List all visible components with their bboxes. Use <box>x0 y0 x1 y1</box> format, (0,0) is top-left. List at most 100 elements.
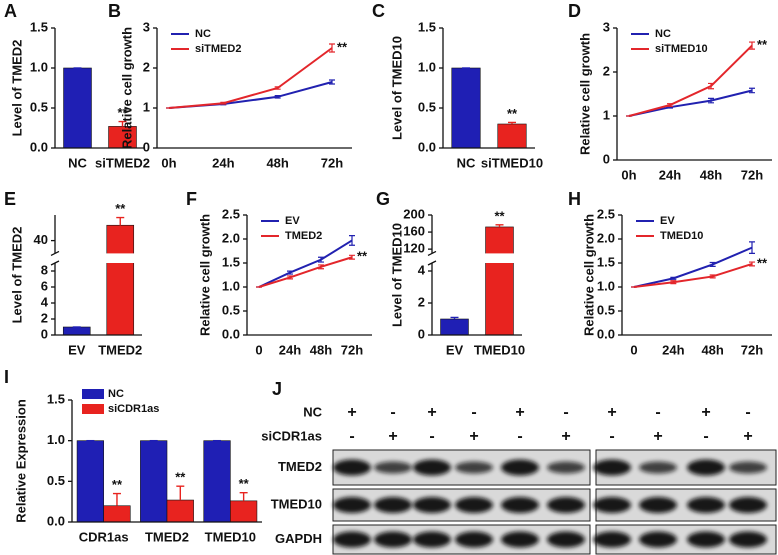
bar <box>76 440 104 523</box>
band <box>455 461 493 474</box>
y-axis-label: Relative cell growth <box>197 214 212 336</box>
y-axis-label: Relative Expression <box>13 399 28 523</box>
significance: ** <box>115 201 126 216</box>
band <box>729 461 767 474</box>
x-tick-label: 0 <box>255 342 262 357</box>
y-tick-label: 2.5 <box>597 206 615 221</box>
band <box>501 531 539 548</box>
panel-letter: G <box>376 189 390 209</box>
y-tick-label: 0.5 <box>418 99 436 114</box>
band <box>333 459 371 476</box>
band <box>333 531 371 548</box>
y-tick-label: 0.5 <box>597 302 615 317</box>
legend-label: NC <box>195 28 211 40</box>
treatment-mark: + <box>653 428 662 445</box>
y-tick-label: 4 <box>41 294 49 309</box>
y-tick-label: 0.0 <box>222 326 240 341</box>
error-bar <box>749 87 755 94</box>
bar <box>63 67 92 149</box>
treatment-mark: - <box>390 404 395 421</box>
legend-label: TMED2 <box>285 230 322 242</box>
legend-label: EV <box>285 215 300 227</box>
treatment-mark: + <box>427 404 436 421</box>
x-tick-label: CDR1as <box>79 529 129 544</box>
treatment-mark: + <box>515 404 524 421</box>
band <box>639 531 677 548</box>
significance: ** <box>337 39 348 54</box>
x-tick-label: 24h <box>212 155 234 170</box>
error-bar <box>749 241 755 254</box>
error-bar <box>287 275 293 280</box>
panel-letter: J <box>272 379 282 399</box>
y-tick-label: 120 <box>403 241 425 256</box>
error-bar <box>670 280 677 285</box>
y-tick-label: 1 <box>603 107 610 122</box>
error-bar <box>318 264 324 270</box>
x-tick-label: 48h <box>310 342 332 357</box>
treatment-mark: + <box>388 428 397 445</box>
band-label: TMED10 <box>271 496 322 511</box>
x-tick-label: TMED10 <box>205 529 256 544</box>
y-tick-label: 1.0 <box>222 278 240 293</box>
bar <box>451 67 481 149</box>
x-tick-label: 24h <box>659 167 681 182</box>
y-tick-label: 0.0 <box>47 513 65 528</box>
bar <box>140 440 168 523</box>
band <box>413 459 451 476</box>
y-tick-label: 0.5 <box>222 302 240 317</box>
y-tick-label: 2 <box>418 294 425 309</box>
bar <box>485 226 514 336</box>
y-tick-label: 0.5 <box>30 99 48 114</box>
x-tick-label: 72h <box>741 167 763 182</box>
error-bar <box>220 101 227 105</box>
x-tick-label: siTMED10 <box>481 155 543 170</box>
y-tick-label: 4 <box>418 262 426 277</box>
error-bar <box>116 216 125 226</box>
error-bar <box>176 485 185 501</box>
band <box>501 497 539 513</box>
y-tick-label: 3 <box>603 19 610 34</box>
x-tick-label: 0 <box>630 342 637 357</box>
y-tick-label: 1.0 <box>597 278 615 293</box>
legend-label: siTMED10 <box>655 43 708 55</box>
y-tick-label: 2.0 <box>222 230 240 245</box>
error-bar <box>239 492 248 501</box>
break-mark <box>427 250 437 266</box>
error-bar <box>450 316 459 319</box>
significance: ** <box>757 255 768 270</box>
axis-break <box>424 253 524 263</box>
x-tick-label: EV <box>68 342 86 357</box>
band <box>593 531 631 548</box>
treatment-mark: - <box>471 404 476 421</box>
significance: ** <box>112 477 123 492</box>
band <box>333 497 371 513</box>
legend-label: NC <box>655 28 671 40</box>
band <box>639 497 677 513</box>
significance: ** <box>507 106 518 121</box>
y-tick-label: 2 <box>603 63 610 78</box>
x-tick-label: 0h <box>161 155 176 170</box>
y-axis-label: Relative cell growth <box>581 214 596 336</box>
y-axis-label: Level of TMED2 <box>9 40 24 137</box>
band <box>501 459 539 476</box>
x-tick-label: TMED10 <box>474 342 525 357</box>
treatment-mark: + <box>469 428 478 445</box>
y-tick-label: 1.0 <box>30 59 48 74</box>
band <box>729 497 767 513</box>
y-tick-label: 1.0 <box>47 432 65 447</box>
y-tick-label: 0 <box>143 139 150 154</box>
treatment-mark: + <box>607 404 616 421</box>
band <box>547 531 585 548</box>
y-tick-label: 8 <box>41 262 48 277</box>
y-tick-label: 1.5 <box>222 254 240 269</box>
treatment-mark: + <box>561 428 570 445</box>
legend-label: EV <box>660 215 675 227</box>
panel-letter: D <box>568 1 581 21</box>
error-bar <box>709 274 716 279</box>
x-tick-label: NC <box>457 155 476 170</box>
significance: ** <box>239 476 250 491</box>
error-bar <box>118 120 127 127</box>
bar <box>440 318 469 336</box>
error-bar <box>329 43 335 53</box>
